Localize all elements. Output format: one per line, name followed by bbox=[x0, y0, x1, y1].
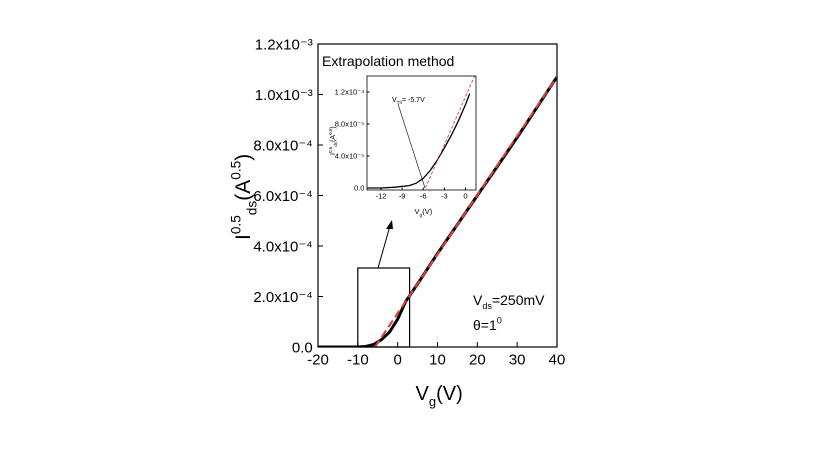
annotation: θ=10 bbox=[473, 316, 502, 333]
x-axis-label-part: (V) bbox=[436, 383, 463, 405]
annotation-part: θ=1 bbox=[473, 317, 497, 333]
y-axis-label-part: 0.5 bbox=[229, 160, 244, 179]
annotation-part: V bbox=[473, 292, 483, 308]
y-axis-label-part: ds bbox=[244, 201, 259, 216]
y-axis-label: I0.5ds(A0.5) bbox=[328, 126, 338, 155]
x-axis-label-part: (V) bbox=[422, 207, 433, 216]
x-axis-label-part: V bbox=[416, 383, 430, 405]
x-tick-label: 0 bbox=[393, 351, 401, 368]
y-tick-label: 1.2x10⁻⁴ bbox=[335, 88, 365, 97]
x-axis-label-part: g bbox=[420, 213, 423, 218]
y-tick-label: 2.0x10⁻⁴ bbox=[253, 289, 312, 306]
y-tick-label: 1.2x10⁻³ bbox=[255, 36, 313, 53]
y-axis-label-part: 0.5 bbox=[328, 146, 333, 153]
y-axis-label-part: (A bbox=[330, 135, 337, 142]
inset-title: Extrapolation method bbox=[322, 53, 454, 69]
x-tick-label: 10 bbox=[429, 351, 446, 368]
y-axis-label-part: ) bbox=[330, 126, 337, 128]
annotation-part: 0 bbox=[497, 316, 502, 326]
y-tick-label: 1.0x10⁻³ bbox=[255, 87, 313, 104]
annotation: VTh= -5.7V bbox=[392, 97, 425, 105]
y-axis-label: I0.5ds(A0.5) bbox=[229, 154, 260, 240]
annotation-part: Th bbox=[397, 100, 403, 105]
y-axis-label-part: (A bbox=[232, 180, 255, 201]
y-tick-label: 8.0x10⁻⁴ bbox=[253, 137, 312, 154]
x-tick-label: 40 bbox=[549, 351, 566, 368]
y-tick-label: 4.0x10⁻⁵ bbox=[335, 152, 365, 161]
y-axis-label-part: I bbox=[232, 234, 255, 240]
annotation-part: =250mV bbox=[492, 292, 545, 308]
x-axis-label-part: g bbox=[429, 394, 436, 409]
x-axis-label: Vg(V) bbox=[416, 383, 463, 409]
y-axis-label-part: ds bbox=[333, 141, 338, 147]
y-tick-label: 8.0x10⁻⁵ bbox=[335, 120, 365, 129]
y-axis-label-part: 0.5 bbox=[328, 128, 333, 135]
x-axis-label-part: V bbox=[415, 207, 420, 216]
x-tick-label: -9 bbox=[399, 192, 406, 201]
x-tick-label: -20 bbox=[307, 351, 329, 368]
x-tick-label: -10 bbox=[347, 351, 369, 368]
x-tick-label: -6 bbox=[420, 192, 427, 201]
arrow-head bbox=[386, 220, 393, 229]
inset-background bbox=[367, 76, 476, 190]
annotation-part: V bbox=[392, 97, 397, 104]
x-tick-label: 0 bbox=[463, 192, 467, 201]
y-tick-label: 0.0 bbox=[292, 339, 313, 356]
y-tick-label: 6.0x10⁻⁴ bbox=[253, 188, 312, 205]
x-axis-label: Vg(V) bbox=[415, 207, 433, 218]
plot-frame bbox=[366, 75, 477, 191]
annotation: Vds=250mV bbox=[473, 292, 545, 311]
x-tick-label: 30 bbox=[509, 351, 526, 368]
y-axis-label-part: 0.5 bbox=[229, 215, 244, 234]
y-tick-label: 0.0 bbox=[354, 184, 364, 193]
y-axis-label-part: ) bbox=[232, 154, 255, 161]
arrow-line bbox=[377, 225, 391, 269]
annotation-part: ds bbox=[482, 301, 492, 311]
data-line bbox=[374, 76, 557, 347]
data-line bbox=[367, 93, 471, 189]
y-axis-label-part: I bbox=[330, 153, 337, 155]
x-tick-label: 20 bbox=[469, 351, 486, 368]
x-tick-label: -3 bbox=[441, 192, 448, 201]
data-line bbox=[424, 76, 476, 189]
x-tick-label: -12 bbox=[376, 192, 387, 201]
annotation-pointer bbox=[397, 103, 426, 189]
y-tick-label: 4.0x10⁻⁴ bbox=[253, 238, 312, 255]
annotation-part: = -5.7V bbox=[402, 97, 425, 104]
